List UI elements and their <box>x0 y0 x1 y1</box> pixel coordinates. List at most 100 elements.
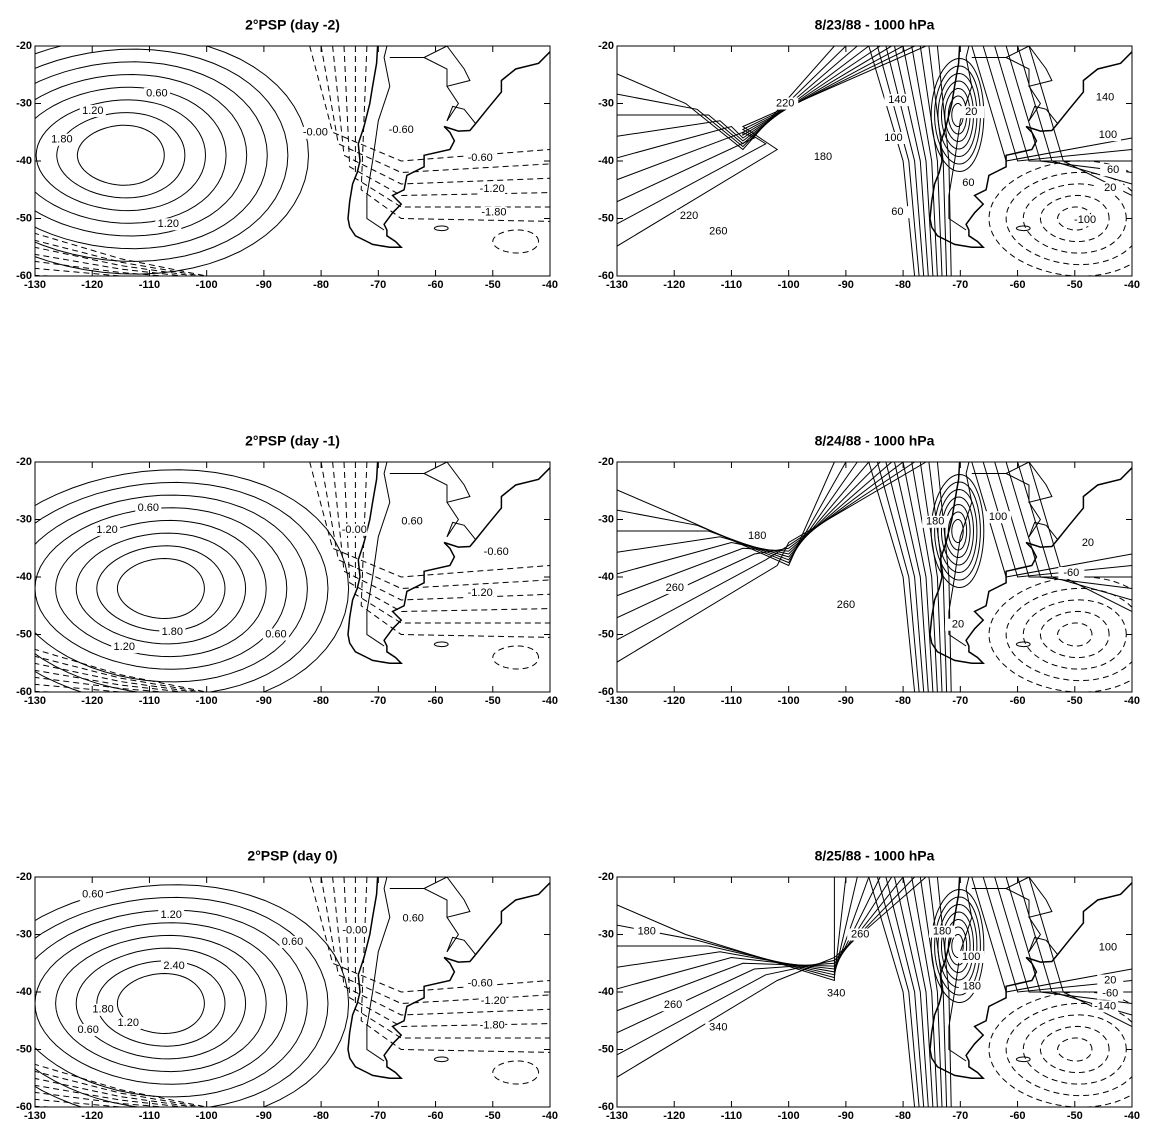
x-tick-label: -130 <box>24 279 46 291</box>
contour-line <box>617 46 870 142</box>
x-tick-label: -100 <box>196 279 218 291</box>
contour-line <box>320 46 550 174</box>
contour-line <box>988 576 1132 692</box>
label-bg <box>1092 91 1119 104</box>
contour-line <box>911 46 938 276</box>
label-bg <box>1094 941 1121 954</box>
plot-area: 180 260 260 340 340 180 100 180 100 20 -60-140 <box>617 877 1132 1107</box>
plot-area: 0.60 1.20 1.80 1.20 0.60 -0.00 0.60 -0.60 -1.20 <box>35 462 550 692</box>
contour-label: 260 <box>851 928 869 940</box>
x-tick-label: -70 <box>370 1110 386 1122</box>
contour-line <box>1015 641 1031 648</box>
label-bg <box>945 618 972 631</box>
contour-line <box>360 462 550 638</box>
contour-line <box>320 877 550 1005</box>
contour-line <box>35 648 209 692</box>
x-tick-label: -70 <box>370 279 386 291</box>
contour-line <box>876 462 920 692</box>
contour-label: -1.20 <box>481 995 506 1007</box>
contour-line <box>617 462 858 561</box>
border <box>423 888 448 918</box>
contour-line <box>617 462 904 619</box>
contour-label: 340 <box>827 988 845 1000</box>
x-tick-label: -110 <box>721 279 742 291</box>
label-bg <box>155 218 182 231</box>
label-bg <box>884 206 911 219</box>
plot-area: 0.60 1.20 1.80 1.20 -0.00 -0.60 -0.60 -1.20 -1.8… <box>35 46 550 276</box>
y-tick-label: -50 <box>16 1043 32 1055</box>
contour-line <box>35 683 131 692</box>
label-bg <box>1097 987 1124 1000</box>
y-tick-label: -40 <box>598 155 614 167</box>
contour-label: 180 <box>814 151 832 163</box>
label-bg <box>1092 1000 1119 1013</box>
x-tick-label: -120 <box>663 279 685 291</box>
contour-line <box>982 46 1132 162</box>
contour-label: 180 <box>926 516 944 528</box>
contour-line <box>35 232 209 276</box>
label-bg <box>341 523 368 536</box>
contour-line <box>360 46 550 222</box>
x-tick-label: -80 <box>895 1110 911 1122</box>
y-tick-label: -40 <box>16 155 32 167</box>
x-tick-label: -90 <box>838 279 854 291</box>
contour-line <box>1005 462 1132 589</box>
contour-line <box>35 1063 209 1107</box>
contour-line <box>894 877 929 1107</box>
y-tick-label: -50 <box>16 212 32 224</box>
contour-line <box>76 124 165 186</box>
x-tick-label: -50 <box>1067 1110 1083 1122</box>
contour-line <box>930 473 985 589</box>
map-panel: 8/24/88 - 1000 hPa 180 260 260 180 100 20 -60 20… <box>598 433 1140 707</box>
contour-line <box>941 911 974 981</box>
contour-line <box>35 909 308 1098</box>
contour-line <box>936 462 952 692</box>
contour-line <box>617 46 847 148</box>
contour-line <box>951 103 964 127</box>
border <box>446 521 476 540</box>
label-bg <box>1072 214 1099 227</box>
contour-label: 1.20 <box>158 218 179 230</box>
contour-line <box>947 511 968 551</box>
x-tick-label: -100 <box>196 695 218 707</box>
contour-label: -0.60 <box>468 152 493 164</box>
contour-line <box>617 46 892 181</box>
y-tick-label: -50 <box>16 628 32 640</box>
label-bg <box>705 225 732 238</box>
coastline <box>347 46 550 249</box>
contour-line <box>876 46 920 276</box>
x-tick-label: -70 <box>952 695 968 707</box>
contour-line <box>944 919 971 973</box>
contour-line <box>35 676 171 692</box>
contour-line <box>35 896 329 1107</box>
y-tick-label: -60 <box>598 686 614 698</box>
contour-line <box>617 462 915 641</box>
x-tick-label: -60 <box>428 1110 444 1122</box>
label-bg <box>341 924 368 937</box>
contour-line <box>96 960 226 1047</box>
contour-label: 2.40 <box>163 960 184 972</box>
contour-line <box>941 496 974 566</box>
x-tick-label: -100 <box>778 279 800 291</box>
panel-title: 8/25/88 - 1000 hPa <box>815 848 935 864</box>
contour-line <box>35 73 248 237</box>
contour-label: 260 <box>664 999 682 1011</box>
label-bg <box>158 908 185 921</box>
label-bg <box>75 1023 102 1036</box>
contour-label: 1.20 <box>114 641 135 653</box>
contour-label: -1.20 <box>480 183 505 195</box>
x-tick-label: -80 <box>313 695 329 707</box>
label-bg <box>480 995 507 1008</box>
contour-line <box>35 48 289 262</box>
contour-line <box>1015 225 1031 232</box>
y-tick-label: -50 <box>598 628 614 640</box>
x-tick-label: -120 <box>81 695 103 707</box>
x-tick-label: -80 <box>313 1110 329 1122</box>
contour-line <box>332 877 550 1016</box>
contour-line <box>937 488 978 574</box>
contour-line <box>936 877 952 1107</box>
contour-line <box>1057 1037 1093 1062</box>
coastline <box>347 462 550 665</box>
x-tick-label: -130 <box>606 695 628 707</box>
x-tick-label: -70 <box>952 279 968 291</box>
